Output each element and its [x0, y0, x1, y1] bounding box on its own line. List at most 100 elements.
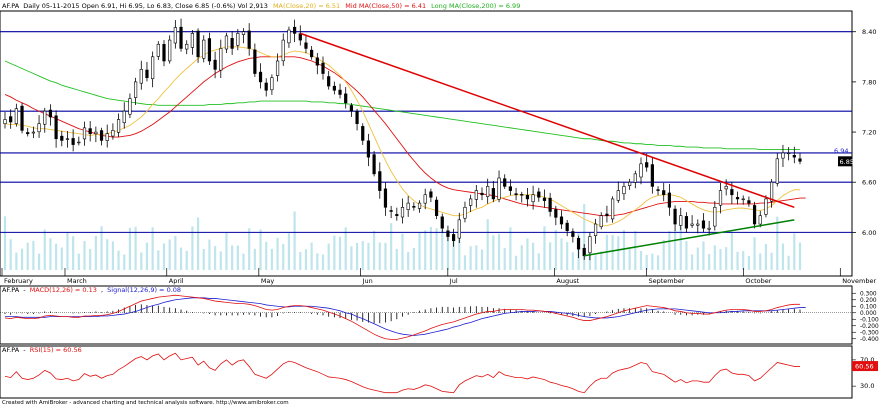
price-tick-label: 7.20 [862, 129, 876, 137]
volume-bar [145, 242, 149, 270]
candlestick [71, 129, 75, 152]
volume-bar [730, 232, 733, 270]
candlestick [752, 201, 757, 229]
candlestick [582, 244, 586, 260]
ma20-line [4, 46, 800, 227]
volume-bar [202, 249, 205, 270]
candlestick [480, 187, 484, 201]
candlestick [151, 51, 155, 88]
price-axis: 8.40 7.80 7.20 6.60 6.00 [852, 28, 876, 237]
volume-bar [373, 230, 376, 270]
candlestick [65, 130, 70, 148]
volume-bar [3, 216, 7, 270]
macd-header: AF.PA - MACD(12,26) = 0.13 , Signal(12,2… [2, 286, 181, 294]
candlestick [395, 207, 399, 221]
volume-bar [77, 253, 80, 270]
volume-bar [764, 243, 768, 270]
candlestick [599, 212, 603, 230]
candlestick [389, 205, 393, 219]
volume-bar [673, 230, 677, 270]
signal-line [5, 297, 806, 336]
candlestick [60, 130, 64, 147]
volume-bar [418, 233, 421, 270]
volume-bar [594, 255, 597, 270]
volume-bar [537, 253, 540, 270]
volume-bar [123, 254, 126, 270]
candlestick [202, 35, 206, 63]
volume-bar [424, 230, 427, 270]
candlestick [412, 202, 416, 211]
candlestick [491, 181, 495, 203]
candlestick [690, 215, 694, 228]
candlestick [179, 18, 183, 52]
volume-bar [66, 232, 69, 270]
candlestick [565, 220, 569, 237]
volume-bar [429, 226, 432, 270]
volume-bar [662, 239, 665, 270]
candlestick [741, 195, 745, 205]
candlestick [111, 123, 115, 140]
volume-bar [179, 247, 183, 270]
volume-bar [407, 252, 410, 270]
volume-bar [361, 241, 364, 270]
candlestick [787, 147, 791, 161]
candlestick [503, 174, 507, 189]
candlestick [321, 56, 325, 80]
volume-bar [781, 243, 785, 270]
candlestick [605, 205, 609, 223]
price-tick-label: 6.00 [862, 229, 876, 237]
candlestick [327, 70, 331, 90]
candlestick [31, 126, 35, 139]
candlestick [338, 83, 342, 99]
volume-bar [316, 253, 319, 270]
candlestick [366, 133, 371, 167]
volume-bar [55, 243, 58, 270]
candlestick [781, 144, 785, 167]
volume-bar [299, 251, 302, 270]
candlestick [224, 32, 229, 53]
volume-bar [475, 245, 478, 270]
candlestick [764, 195, 768, 218]
candlestick [520, 191, 524, 203]
candlestick [554, 205, 558, 226]
volume-bar [282, 243, 285, 270]
candlestick [537, 187, 541, 202]
candlestick [88, 121, 92, 142]
volume-bar [719, 249, 722, 270]
volume-bar [270, 248, 273, 270]
candlestick [3, 112, 7, 129]
candlestick [696, 219, 700, 234]
moving-averages [4, 46, 806, 227]
volume-bar [327, 243, 330, 270]
volume-bar [458, 239, 461, 270]
candlestick [281, 33, 285, 66]
rsi-label: RSI(15) = 60.56 [30, 346, 82, 354]
volume-bar [798, 242, 802, 270]
volume-bar [742, 251, 745, 270]
volume-bar [32, 240, 35, 270]
volume-bar [83, 241, 86, 270]
volume-bar [611, 235, 614, 270]
volume-bar [526, 238, 529, 270]
candlestick [434, 196, 439, 220]
candlestick [639, 157, 643, 185]
candlestick [463, 201, 467, 223]
month-label: February [4, 277, 33, 285]
volume-bar [571, 252, 574, 270]
rsi-header: AF.PA - RSI(15) = 60.56 [2, 346, 82, 354]
rsi-value-text: 60.56 [855, 363, 874, 371]
volume-bar [446, 233, 450, 270]
candlestick [417, 200, 422, 213]
header-ma20: MA(Close,20) = 6.51 [273, 2, 340, 10]
candlestick [429, 188, 433, 203]
uptrend-line [584, 219, 795, 257]
header-symbol: AF.PA [2, 2, 20, 10]
volume-bar [185, 250, 188, 270]
volume-bar [395, 248, 398, 270]
candlestick [332, 81, 336, 95]
macd-tick-label: 0.100 [860, 304, 877, 310]
volume-bar [276, 237, 279, 270]
candlestick [645, 153, 649, 172]
volume-bar [696, 247, 699, 270]
